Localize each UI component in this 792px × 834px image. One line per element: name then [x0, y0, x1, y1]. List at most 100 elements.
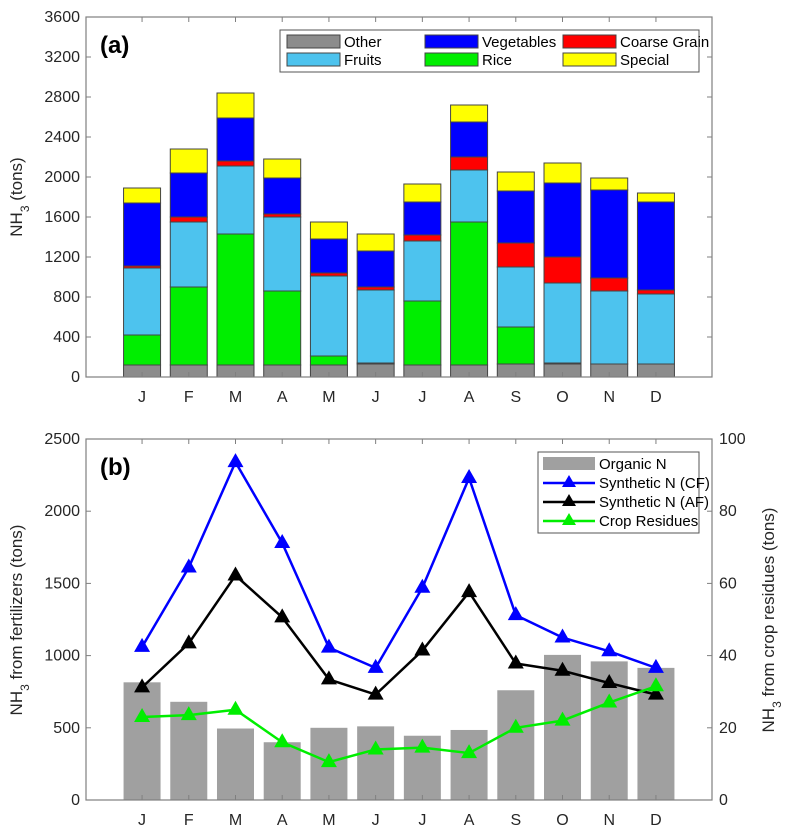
legend-label: Special [620, 52, 669, 69]
x-tick-label: J [418, 389, 426, 406]
legend-label: Synthetic N (CF) [599, 475, 710, 492]
panel-a-y-ticks: 0 400 800 1200 1600 2000 2400 2800 3200 3600 [44, 9, 712, 386]
marker-synthetic-n-af [414, 641, 431, 656]
legend-marker-synthetic-n-af [562, 494, 576, 506]
bar-segment-special [309, 221, 348, 240]
marker-synthetic-n-cf [320, 638, 337, 653]
bar-segment-vegetables [590, 189, 629, 279]
bar-segment-coarse-grain [496, 242, 535, 268]
x-tick-label: J [372, 812, 380, 829]
marker-crop-residues [601, 693, 618, 708]
marker-synthetic-n-cf [601, 642, 618, 657]
marker-synthetic-n-af [554, 661, 571, 676]
bar-segment-fruits [169, 221, 208, 288]
marker-crop-residues [647, 677, 664, 692]
x-tick-label: M [229, 812, 242, 829]
marker-synthetic-n-cf [367, 658, 384, 673]
bar-segment-vegetables [169, 172, 208, 218]
bar-organic-n [216, 728, 254, 800]
bar-segment-special [403, 183, 442, 203]
marker-synthetic-n-cf [274, 533, 291, 548]
y-tick-label: 1500 [44, 575, 80, 592]
legend-label: Vegetables [482, 34, 556, 51]
legend-swatch-organic-n [543, 457, 595, 470]
bar-segment-vegetables [450, 121, 489, 158]
line-synthetic-n-af [141, 574, 657, 696]
legend-swatch-vegetables [424, 34, 479, 49]
marker-synthetic-n-cf [227, 453, 244, 468]
y-tick-label: 500 [53, 720, 80, 737]
y-tick-label: 1000 [44, 648, 80, 665]
line-synthetic-n-cf [140, 460, 657, 670]
panel-b-legend: Organic N Synthetic N (CF) Synthetic N (AF… [537, 451, 710, 534]
x-tick-label: J [138, 389, 146, 406]
bar-segment-fruits [356, 289, 395, 364]
bar-segment-fruits [636, 293, 675, 365]
bar-segment-rice [263, 290, 302, 366]
bar-organic-n [544, 654, 582, 800]
marker-synthetic-n-af [507, 654, 524, 669]
marker-synthetic-n-cf [134, 637, 151, 652]
y-tick-label: 1200 [44, 249, 80, 266]
legend-label: Organic N [599, 456, 667, 473]
legend-marker-synthetic-n-cf [562, 475, 576, 487]
bar-segment-special [636, 192, 675, 203]
marker-crop-residues [507, 718, 524, 733]
marker-crop-residues [274, 733, 291, 748]
x-tick-label: N [603, 389, 615, 406]
panel-a-axes-frame [85, 16, 713, 378]
bar-segment-rice [496, 326, 535, 365]
panel-b-axes-frame [85, 438, 713, 801]
panel-a-y-axis-label: NH3 (tons) [7, 157, 32, 236]
bar-segment-coarse-grain [403, 234, 442, 242]
marker-synthetic-n-af [180, 634, 197, 649]
bar-segment-coarse-grain [450, 156, 489, 171]
marker-synthetic-n-af [601, 674, 618, 689]
marker-synthetic-n-af [227, 566, 244, 581]
bar-segment-fruits [543, 282, 582, 364]
bar-organic-n [497, 690, 535, 800]
bar-segment-rice [123, 334, 162, 366]
y-tick-label-right: 20 [719, 720, 737, 737]
legend-swatch-fruits [286, 52, 341, 67]
legend-label: Crop Residues [599, 513, 698, 530]
bar-segment-special [263, 158, 302, 179]
marker-synthetic-n-af [647, 685, 664, 700]
marker-synthetic-n-cf [507, 606, 524, 621]
y-tick-label: 400 [53, 329, 80, 346]
x-tick-label: D [650, 389, 662, 406]
marker-synthetic-n-af [320, 670, 337, 685]
legend-swatch-other [286, 34, 341, 49]
x-tick-label: S [510, 812, 521, 829]
x-tick-label: O [556, 389, 568, 406]
marker-synthetic-n-cf [461, 468, 478, 483]
bar-segment-fruits [450, 169, 489, 223]
legend-marker-crop-residues [562, 513, 576, 525]
y-tick-label: 800 [53, 289, 80, 306]
panel-a-label: (a) [100, 32, 129, 59]
legend-swatch-rice [424, 52, 479, 67]
y-tick-label: 3200 [44, 49, 80, 66]
marker-crop-residues [414, 738, 431, 753]
line-crop-residues [142, 685, 657, 764]
bar-segment-special [356, 233, 395, 252]
bar-segment-fruits [216, 165, 255, 235]
legend-label: Fruits [344, 52, 382, 69]
bar-segment-fruits [496, 266, 535, 328]
marker-crop-residues [554, 711, 571, 726]
x-tick-label: F [184, 389, 194, 406]
bar-segment-vegetables [403, 201, 442, 236]
bar-segment-fruits [309, 275, 348, 357]
bar-segment-special [590, 177, 629, 191]
legend-label: Rice [482, 52, 512, 69]
bar-segment-rice [169, 286, 208, 366]
marker-synthetic-n-af [367, 685, 384, 700]
marker-crop-residues [320, 753, 337, 768]
panel-b-label: (b) [100, 454, 131, 481]
bar-segment-coarse-grain [169, 216, 208, 223]
bar-segment-coarse-grain [590, 277, 629, 292]
marker-crop-residues [134, 707, 151, 722]
